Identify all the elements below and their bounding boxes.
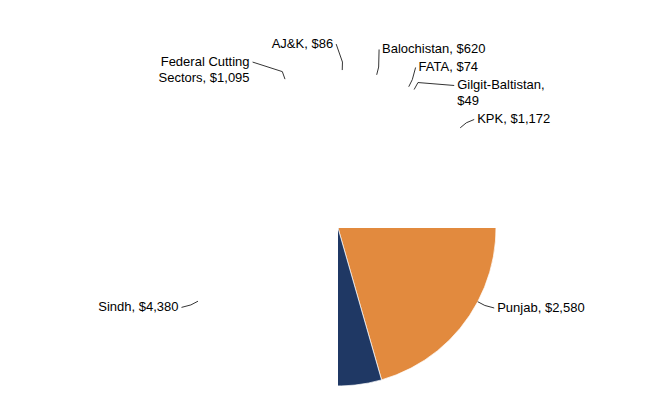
leader-line bbox=[478, 302, 494, 308]
data-label: Sindh, $4,380 bbox=[98, 299, 178, 314]
leader-line bbox=[414, 83, 454, 90]
leader-line bbox=[460, 119, 474, 127]
leader-line bbox=[377, 49, 379, 74]
category-label: AJ&K bbox=[272, 36, 305, 51]
data-label: Punjab, $2,580 bbox=[497, 300, 584, 315]
leader-line bbox=[409, 67, 416, 86]
separator: , bbox=[541, 77, 545, 92]
separator: , bbox=[304, 36, 311, 51]
value-label: $4,380 bbox=[139, 299, 179, 314]
category-label: Sindh bbox=[98, 299, 131, 314]
data-labels: AJ&K, $86 Balochistan, $620 FATA, $74 Gilgi… bbox=[98, 36, 584, 315]
data-label: Gilgit-Baltistan,$49 bbox=[457, 77, 544, 108]
separator: , bbox=[449, 41, 456, 56]
slices bbox=[338, 228, 496, 386]
label-line: Federal Cutting bbox=[161, 54, 250, 69]
pie-slice bbox=[338, 228, 382, 386]
category-label: Federal Cutting bbox=[161, 54, 250, 69]
value-label: $620 bbox=[457, 41, 486, 56]
data-label: Federal CuttingSectors, $1,095 bbox=[159, 54, 250, 85]
leader-line bbox=[181, 301, 197, 307]
data-label: AJ&K, $86 bbox=[272, 36, 333, 51]
separator: , bbox=[131, 299, 138, 314]
category-label: Sectors bbox=[159, 70, 204, 85]
leader-line bbox=[336, 44, 342, 70]
separator: , bbox=[503, 111, 510, 126]
label-line: $49 bbox=[457, 93, 479, 108]
value-label: $86 bbox=[311, 36, 333, 51]
category-label: Gilgit-Baltistan bbox=[457, 77, 541, 92]
label-line: Balochistan, $620 bbox=[382, 41, 485, 56]
label-line: Sectors, $1,095 bbox=[159, 70, 250, 85]
value-label: $74 bbox=[456, 59, 478, 74]
label-line: Sindh, $4,380 bbox=[98, 299, 178, 314]
category-label: Punjab bbox=[497, 300, 537, 315]
data-label: Balochistan, $620 bbox=[382, 41, 485, 56]
value-label: $2,580 bbox=[545, 300, 585, 315]
separator: , bbox=[449, 59, 456, 74]
separator: , bbox=[538, 300, 545, 315]
label-line: KPK, $1,172 bbox=[477, 111, 550, 126]
value-label: $1,172 bbox=[510, 111, 550, 126]
label-line: FATA, $74 bbox=[419, 59, 479, 74]
category-label: KPK bbox=[477, 111, 503, 126]
leader-line bbox=[253, 62, 285, 79]
leader-lines bbox=[181, 44, 494, 308]
label-line: AJ&K, $86 bbox=[272, 36, 333, 51]
chart: AJ&K, $86 Balochistan, $620 FATA, $74 Gilgi… bbox=[0, 0, 668, 416]
category-label: FATA bbox=[419, 59, 450, 74]
separator: , bbox=[203, 70, 210, 85]
data-label: KPK, $1,172 bbox=[477, 111, 550, 126]
value-label: $1,095 bbox=[210, 70, 250, 85]
label-line: Punjab, $2,580 bbox=[497, 300, 584, 315]
label-line: Gilgit-Baltistan, bbox=[457, 77, 544, 92]
value-label: $49 bbox=[457, 93, 479, 108]
data-label: FATA, $74 bbox=[419, 59, 479, 74]
category-label: Balochistan bbox=[382, 41, 449, 56]
